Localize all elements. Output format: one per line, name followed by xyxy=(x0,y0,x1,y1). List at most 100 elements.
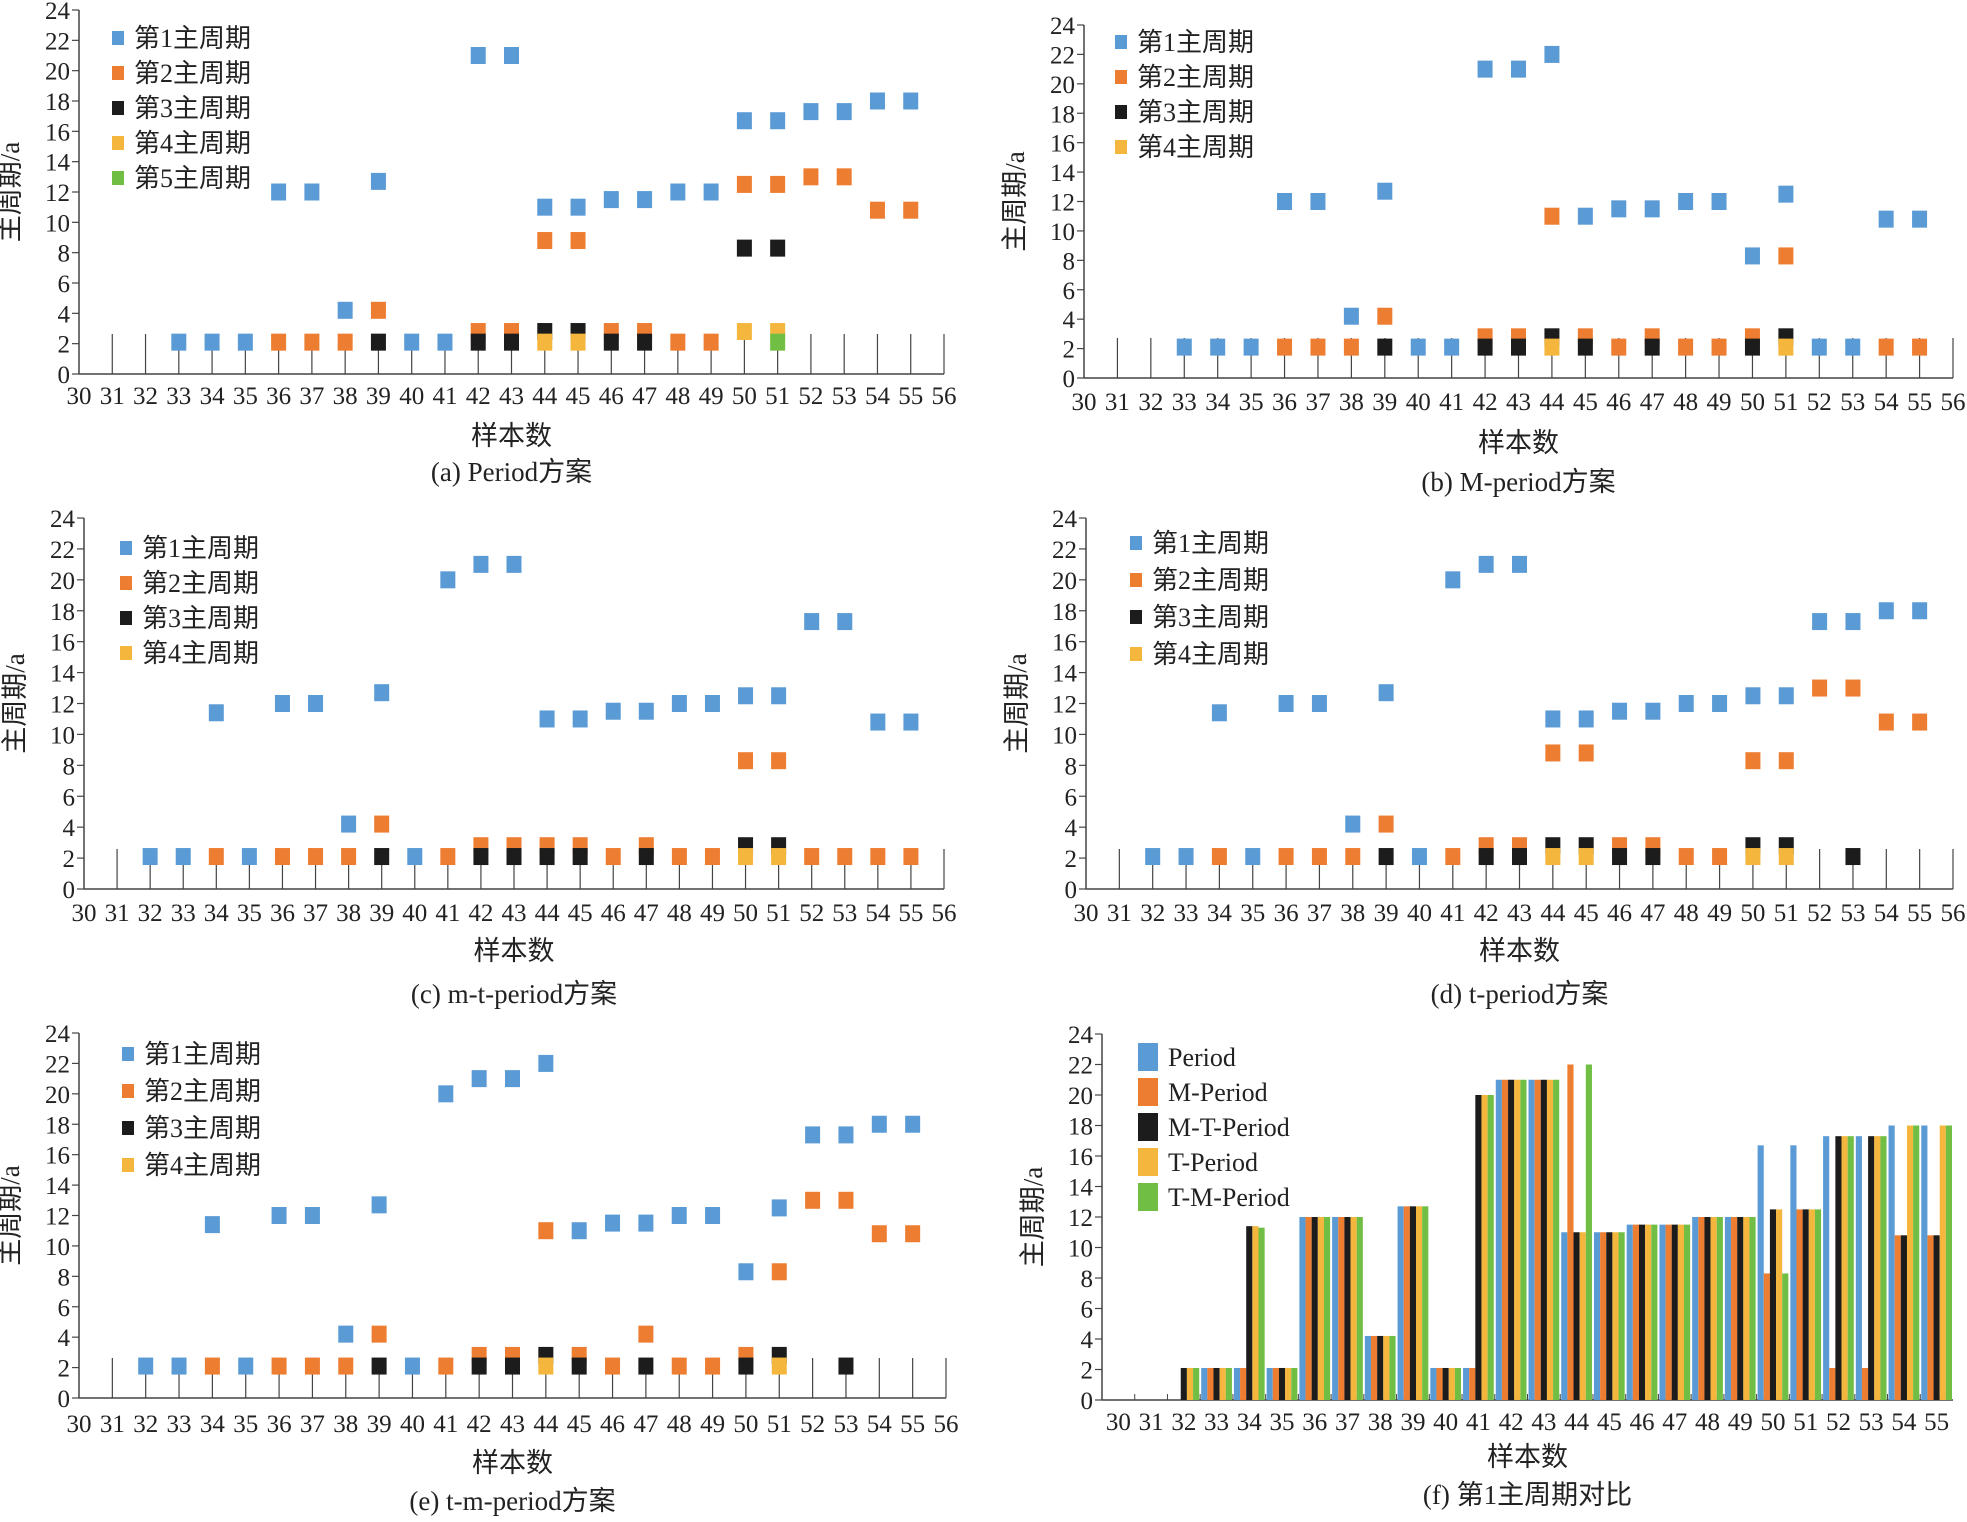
bar-m-t-period xyxy=(1704,1217,1711,1400)
x-tick-label: 37 xyxy=(1307,900,1332,927)
x-tick-label: 38 xyxy=(333,1411,358,1438)
point-series-3 xyxy=(1577,338,1593,356)
y-tick-label: 4 xyxy=(1081,1327,1094,1354)
x-tick-label: 54 xyxy=(865,900,891,927)
point-series-3 xyxy=(506,848,522,866)
x-tick-label: 47 xyxy=(1640,900,1665,927)
x-tick-label: 44 xyxy=(1539,389,1565,416)
point-series-1 xyxy=(138,1357,154,1375)
point-series-1 xyxy=(1712,695,1728,712)
legend-label: 第2主周期 xyxy=(142,569,259,598)
point-series-2 xyxy=(1778,752,1794,770)
point-series-4 xyxy=(1545,848,1561,866)
point-series-1 xyxy=(1845,613,1861,631)
legend-label: M-T-Period xyxy=(1168,1113,1290,1142)
bar-m-t-period xyxy=(1409,1206,1417,1400)
bar-t-period xyxy=(1546,1079,1554,1400)
point-series-3 xyxy=(470,333,486,351)
point-series-1 xyxy=(1812,613,1828,631)
point-series-1 xyxy=(1912,210,1928,228)
point-series-2 xyxy=(1812,679,1828,697)
bar-period xyxy=(1332,1217,1339,1400)
legend-label: 第4主周期 xyxy=(1137,133,1254,162)
x-tick-label: 42 xyxy=(466,383,491,410)
bar-m-period xyxy=(1600,1232,1607,1400)
y-tick-label: 16 xyxy=(50,630,75,657)
point-series-2 xyxy=(771,752,787,770)
bar-t-period xyxy=(1448,1367,1455,1400)
legend-marker-series-3 xyxy=(1115,105,1127,119)
x-tick-label: 34 xyxy=(1205,389,1231,416)
y-tick-label: 20 xyxy=(1052,568,1077,595)
bar-m-period xyxy=(1567,1064,1574,1400)
y-tick-label: 10 xyxy=(45,1234,70,1261)
point-series-1 xyxy=(438,1085,454,1103)
legend-label: 第3主周期 xyxy=(144,1114,261,1143)
bar-t-m-period xyxy=(1749,1217,1756,1400)
x-tick-label: 40 xyxy=(1433,1409,1458,1436)
x-tick-label: 42 xyxy=(467,1411,492,1438)
y-tick-label: 14 xyxy=(1068,1175,1094,1202)
legend-marker-series-2 xyxy=(122,1084,134,1098)
bar-period xyxy=(1626,1224,1633,1400)
point-series-2 xyxy=(1745,752,1761,770)
point-series-1 xyxy=(407,848,423,866)
legend-label: 第1主周期 xyxy=(144,1040,261,1069)
y-tick-label: 12 xyxy=(1050,190,1075,217)
x-tick-label: 30 xyxy=(67,1411,92,1438)
bar-t-period xyxy=(1219,1367,1226,1400)
bar-t-m-period xyxy=(1520,1079,1527,1400)
x-tick-label: 44 xyxy=(1540,900,1566,927)
point-series-1 xyxy=(637,191,653,209)
point-series-1 xyxy=(1176,338,1192,356)
bar-t-period xyxy=(1186,1367,1194,1400)
bar-t-m-period xyxy=(1193,1367,1200,1400)
x-tick-label: 39 xyxy=(369,900,394,927)
bar-m-period xyxy=(1305,1217,1312,1400)
x-tick-label: 38 xyxy=(1339,389,1364,416)
point-series-2 xyxy=(271,333,287,351)
x-tick-label: 40 xyxy=(1406,389,1431,416)
point-series-3 xyxy=(1644,338,1660,356)
y-tick-label: 4 xyxy=(58,1325,71,1352)
point-series-1 xyxy=(506,555,522,573)
x-tick-label: 42 xyxy=(1474,900,1499,927)
point-series-3 xyxy=(1645,848,1661,866)
bar-m-period xyxy=(1927,1235,1934,1400)
bar-m-t-period xyxy=(1573,1232,1580,1400)
x-tick-label: 50 xyxy=(1760,1409,1785,1436)
point-series-1 xyxy=(1678,695,1694,712)
point-series-1 xyxy=(271,183,287,201)
y-tick-label: 24 xyxy=(1052,506,1078,533)
x-tick-label: 41 xyxy=(432,383,457,410)
bar-m-period xyxy=(1698,1217,1705,1400)
legend-label: 第1主周期 xyxy=(1137,28,1254,57)
bar-t-m-period xyxy=(1422,1206,1429,1400)
panel-caption: (b) M-period方案 xyxy=(1421,467,1615,497)
x-tick-label: 38 xyxy=(336,900,361,927)
point-series-2 xyxy=(903,201,919,219)
bar-t-m-period xyxy=(1323,1217,1331,1400)
x-tick-label: 49 xyxy=(699,383,724,410)
point-series-3 xyxy=(603,333,619,351)
x-tick-label: 46 xyxy=(601,900,626,927)
y-tick-label: 24 xyxy=(1050,13,1076,40)
y-tick-label: 18 xyxy=(45,89,70,116)
bar-m-period xyxy=(1894,1235,1901,1400)
point-series-3 xyxy=(539,848,555,866)
point-series-1 xyxy=(337,301,353,319)
legend-label: Period xyxy=(1168,1043,1236,1072)
x-tick-label: 42 xyxy=(1473,389,1498,416)
y-axis-label: 主周期/a xyxy=(1002,653,1032,754)
x-tick-label: 52 xyxy=(1807,900,1832,927)
bar-m-period xyxy=(1370,1335,1378,1400)
y-tick-label: 16 xyxy=(1052,630,1077,657)
bar-t-m-period xyxy=(1585,1064,1592,1400)
y-tick-label: 22 xyxy=(1052,537,1077,564)
x-tick-label: 44 xyxy=(1564,1409,1590,1436)
point-series-3 xyxy=(504,333,519,351)
point-series-2 xyxy=(204,1357,220,1375)
y-tick-label: 10 xyxy=(45,210,70,237)
x-tick-label: 32 xyxy=(138,900,163,927)
point-series-1 xyxy=(870,713,886,731)
